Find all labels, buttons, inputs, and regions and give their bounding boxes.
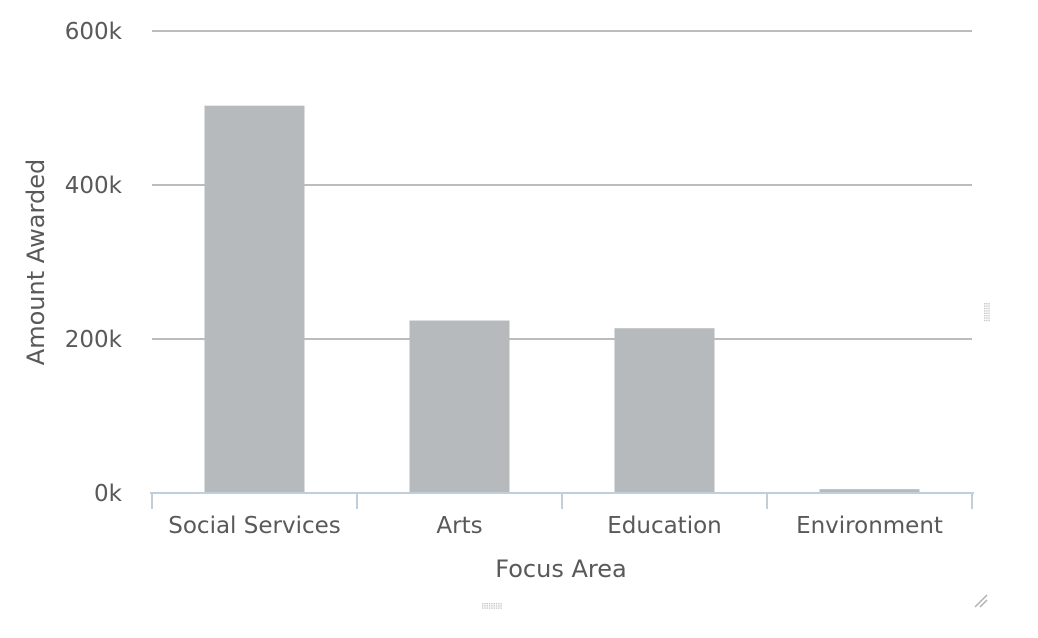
x-tick-label: Social Services [168,513,341,539]
grip-dot [484,605,486,607]
grip-dot [986,305,988,307]
grip-dot [988,305,990,307]
grip-dot [988,303,990,305]
grip-dot [491,603,493,605]
grip-dot [495,605,498,607]
grip-dot [486,607,488,609]
x-axis-tick-labels: Social Services Arts Education Environment [168,513,943,539]
grip-dot [986,312,988,314]
grip-dot [986,319,988,322]
corner-resize-handle-icon[interactable] [974,594,988,608]
y-axis-tick-labels: 0k 200k 400k 600k [65,19,123,507]
x-axis [150,492,974,509]
x-tick-label: Education [607,513,722,539]
grip-dot [488,603,491,605]
grip-dot [986,315,988,317]
bars [204,105,920,493]
grip-dot [984,303,986,305]
grip-dot [488,605,491,607]
grip-dot [986,310,988,312]
grip-dot [498,605,500,607]
grip-dot [488,607,491,609]
grip-dot [984,310,986,312]
grip-dot [500,605,502,607]
grip-dot [984,319,986,322]
grip-dot [984,307,986,310]
grip-dot [988,319,990,322]
grip-dot [495,603,498,605]
y-tick-label: 200k [65,327,123,353]
grip-dot [484,603,486,605]
grip-dot [493,607,495,609]
bar [614,328,715,493]
x-axis-title: Focus Area [495,555,626,583]
grip-dot [986,307,988,310]
grip-dot [484,607,486,609]
grip-dot [988,317,990,319]
grip-dot [988,307,990,310]
bottom-resize-grip[interactable] [482,603,502,609]
grip-dot [984,317,986,319]
grip-dot [984,312,986,314]
grip-dot [984,315,986,317]
grip-dot [493,603,495,605]
x-tick-label: Arts [436,513,482,539]
grip-dot [988,315,990,317]
bar [204,105,305,493]
y-tick-label: 600k [65,19,123,45]
grip-dot [500,603,502,605]
grip-dot [984,305,986,307]
grip-dot [988,312,990,314]
y-axis-title: Amount Awarded [22,159,50,365]
grip-dot [495,607,498,609]
grip-dot [493,605,495,607]
grip-dot [498,603,500,605]
y-tick-label: 400k [65,173,123,199]
right-resize-grip[interactable] [984,303,990,322]
grip-dot [482,605,484,607]
grip-dot [486,605,488,607]
grip-dot [482,603,484,605]
grip-dot [500,607,502,609]
bar [409,320,510,493]
x-tick-label: Environment [796,513,943,539]
grip-dot [491,605,493,607]
grip-dot [986,303,988,305]
grip-dot [988,310,990,312]
grip-dot [482,607,484,609]
grip-dot [498,607,500,609]
bar [819,489,920,493]
grip-dot [986,317,988,319]
y-tick-label: 0k [94,481,123,507]
grip-dot [491,607,493,609]
grip-dot [486,603,488,605]
